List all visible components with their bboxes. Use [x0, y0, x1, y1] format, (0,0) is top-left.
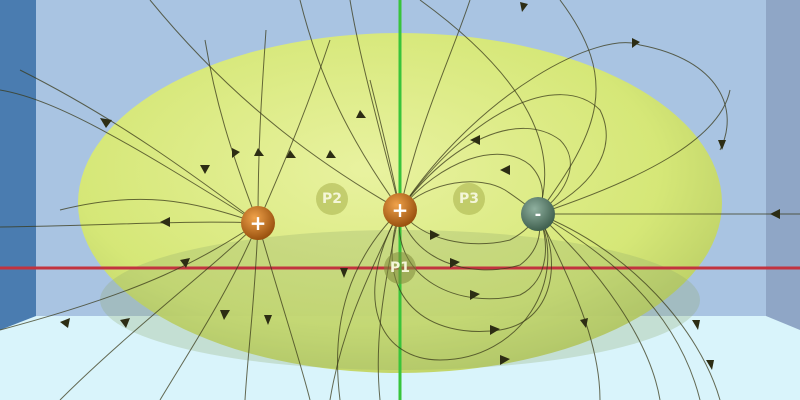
field-arrow: [718, 140, 726, 150]
field-line: [537, 0, 597, 215]
field-line: [257, 222, 311, 400]
field-line: [329, 209, 401, 400]
field-line: [537, 213, 601, 400]
field-line: [377, 209, 401, 400]
probe-p1[interactable]: P1: [384, 252, 416, 284]
field-line: [537, 89, 731, 215]
field-arrow: [706, 360, 714, 370]
field-line: [204, 39, 259, 224]
field-line: [399, 209, 541, 271]
negative-charge-icon[interactable]: [521, 197, 555, 231]
field-line: [399, 94, 607, 215]
field-arrow: [340, 268, 348, 278]
charge-sign: +: [392, 198, 409, 222]
field-arrow: [264, 315, 272, 325]
field-line: [537, 213, 661, 400]
field-arrow: [356, 110, 366, 118]
field-arrow: [160, 217, 170, 227]
field-line: [537, 213, 701, 400]
charge-q1[interactable]: +: [241, 206, 275, 240]
field-line: [257, 39, 331, 224]
probe-marker[interactable]: [316, 183, 348, 215]
positive-charge-icon[interactable]: [241, 206, 275, 240]
field-arrow: [500, 355, 510, 365]
field-arrow: [60, 318, 70, 328]
positive-charge-icon[interactable]: [383, 193, 417, 227]
field-line: [337, 209, 401, 400]
field-arrow: [470, 290, 480, 300]
field-line: [349, 0, 401, 211]
probe-p3[interactable]: P3: [453, 183, 485, 215]
field-line: [299, 0, 401, 211]
field-line: [149, 0, 401, 211]
probe-label: P2: [322, 191, 342, 207]
charge-q3[interactable]: -: [521, 197, 555, 231]
field-arrow: [450, 258, 460, 268]
field-arrow: [692, 320, 700, 330]
field-arrow: [254, 148, 264, 156]
field-arrow: [770, 209, 780, 219]
field-arrow: [490, 325, 500, 335]
field-line: [159, 222, 259, 400]
field-line: [419, 0, 546, 215]
field-arrow: [100, 118, 112, 128]
probe-label: P3: [459, 191, 479, 207]
field-line: [374, 209, 549, 361]
charge-sign: +: [250, 211, 267, 235]
charge-q2[interactable]: +: [383, 193, 417, 227]
right-wall: [766, 0, 800, 330]
probe-marker[interactable]: [453, 183, 485, 215]
field-arrow: [120, 318, 130, 328]
field-line: [257, 29, 267, 224]
charge-sign: -: [535, 205, 542, 224]
field-line: [19, 69, 259, 224]
probe-label: P1: [390, 260, 410, 276]
field-arrow: [580, 318, 588, 328]
probe-p2[interactable]: P2: [316, 183, 348, 215]
field-line: [59, 198, 259, 224]
field-line: [59, 222, 259, 400]
field-arrow: [470, 135, 480, 145]
field-line: [399, 0, 471, 211]
field-arrow: [220, 310, 230, 320]
field-arrow: [286, 150, 296, 158]
field-arrow: [180, 258, 190, 268]
field-arrow: [326, 150, 336, 158]
field-arrow: [200, 165, 210, 174]
field-arrow: [500, 165, 510, 175]
field-arrow: [430, 230, 440, 240]
field-line: [537, 213, 721, 400]
field-line: [0, 222, 259, 331]
field-arrow: [632, 38, 640, 48]
field-line: [0, 221, 259, 228]
field-arrows: [60, 2, 780, 370]
field-line: [0, 89, 259, 224]
probe-marker[interactable]: [384, 252, 416, 284]
field-arrow: [232, 148, 240, 158]
left-wall: [0, 0, 36, 330]
field-line: [244, 222, 259, 400]
field-arrow: [520, 2, 528, 12]
field-line: [399, 127, 571, 215]
